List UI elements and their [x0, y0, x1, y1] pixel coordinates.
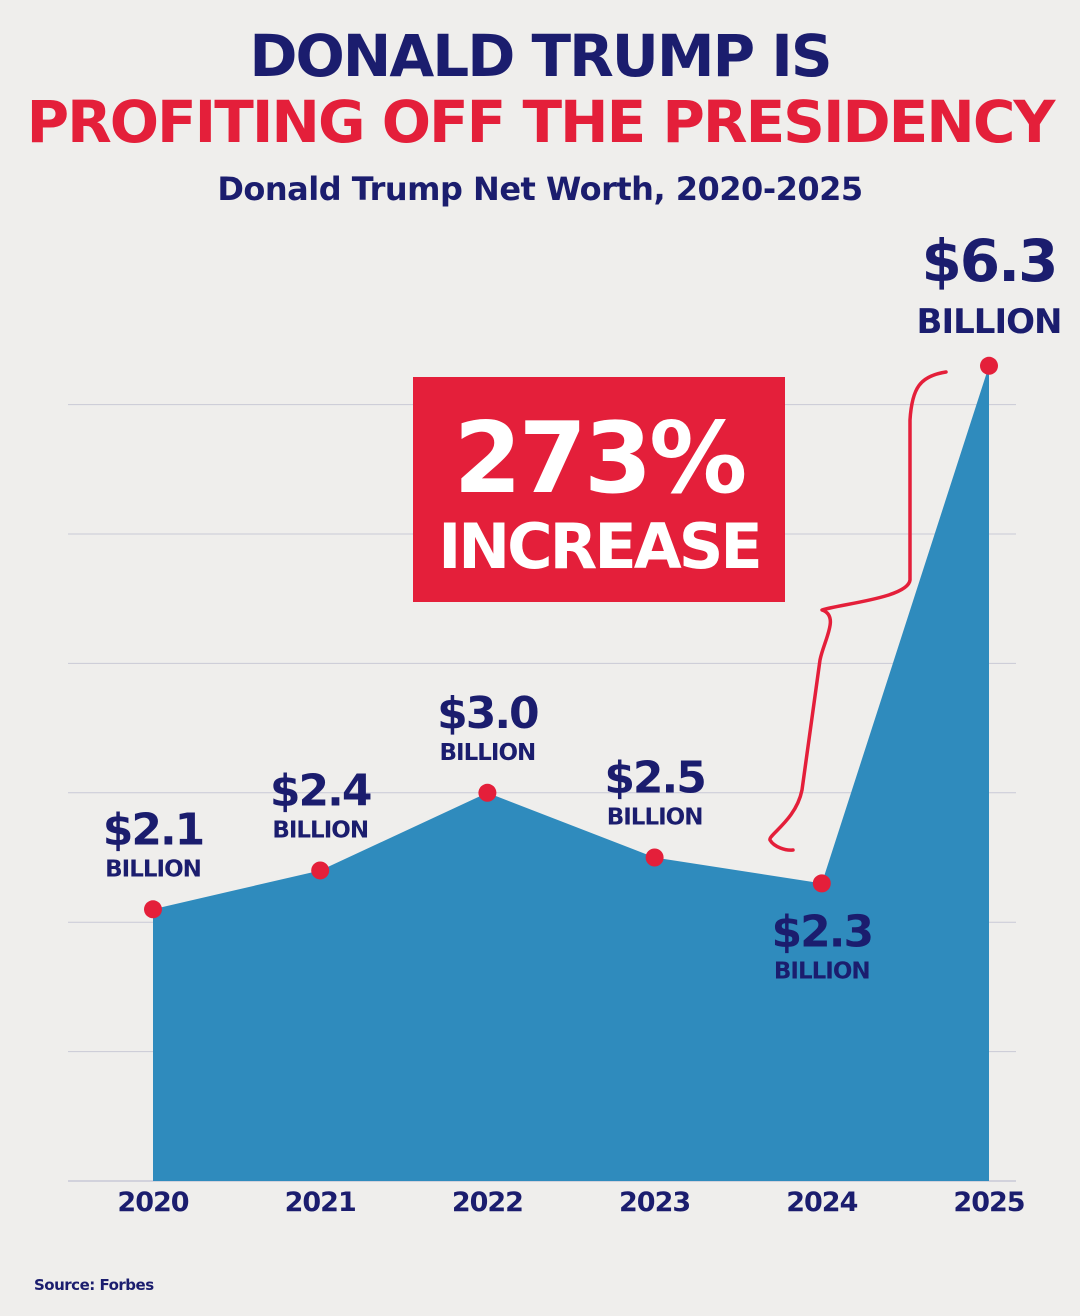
value-label: $6.3	[921, 227, 1056, 295]
callout-box	[413, 377, 785, 602]
x-tick-label: 2024	[786, 1187, 857, 1218]
x-tick-label: 2022	[452, 1187, 523, 1218]
x-axis-ticks: 2020 2021 2022 2023 2024 2025	[117, 1187, 1025, 1218]
x-tick-label: 2021	[285, 1187, 356, 1218]
value-label: $2.1	[103, 804, 204, 855]
value-label: $2.4	[270, 765, 371, 816]
unit-label: BILLION	[105, 856, 201, 882]
net-worth-area	[153, 365, 989, 1181]
unit-label: BILLION	[607, 805, 703, 831]
value-label: $2.5	[604, 753, 705, 804]
chart-subtitle: Donald Trump Net Worth, 2020-2025	[217, 170, 863, 208]
x-tick-label: 2020	[117, 1187, 188, 1218]
data-point	[311, 861, 330, 880]
value-label: $3.0	[437, 688, 538, 739]
unit-label: BILLION	[272, 817, 368, 843]
increase-callout: 273% INCREASE	[413, 377, 785, 602]
source-note: Source: Forbes	[34, 1276, 154, 1294]
data-point	[478, 783, 497, 802]
unit-label: BILLION	[440, 740, 536, 766]
value-label: $2.3	[772, 906, 873, 957]
x-tick-label: 2025	[953, 1187, 1024, 1218]
x-tick-label: 2023	[619, 1187, 690, 1218]
data-point	[980, 356, 998, 375]
unit-label: BILLION	[917, 302, 1062, 342]
data-points	[144, 356, 998, 919]
unit-label: BILLION	[774, 958, 870, 984]
data-point	[812, 874, 831, 893]
data-point	[144, 900, 162, 919]
data-point	[645, 848, 664, 867]
callout-percent: 273%	[454, 402, 746, 516]
title-line-1: DONALD TRUMP IS	[249, 22, 832, 90]
title-line-2: PROFITING OFF THE PRESIDENCY	[26, 88, 1056, 156]
increase-brace	[768, 370, 948, 852]
callout-word: INCREASE	[438, 510, 760, 583]
